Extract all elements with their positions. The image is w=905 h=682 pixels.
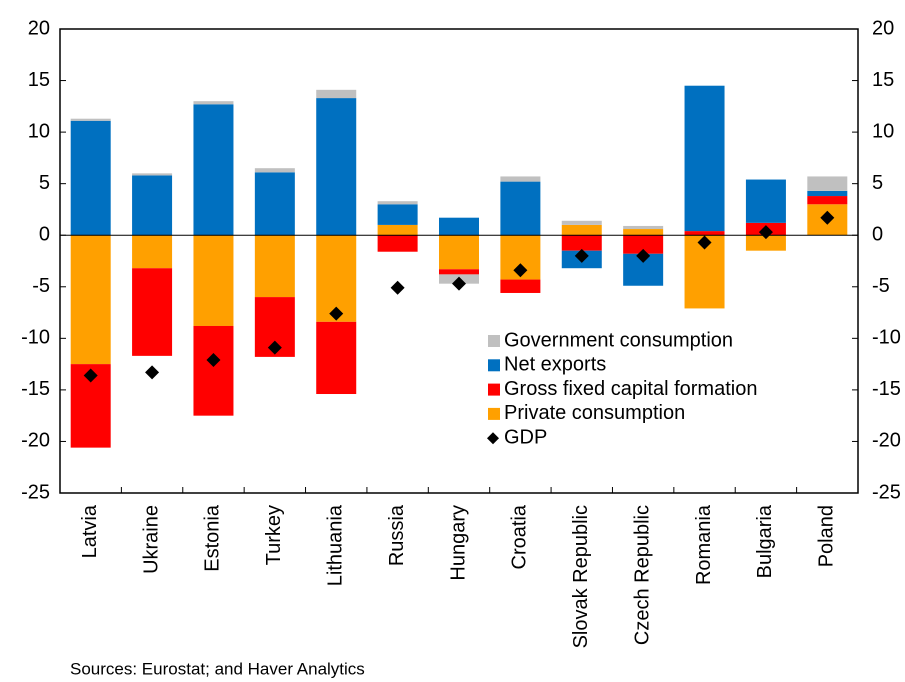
bar-segment (132, 268, 173, 356)
legend-label: Gross fixed capital formation (504, 378, 757, 400)
bar-segment (377, 204, 418, 225)
y2-tick-label: -25 (872, 481, 901, 503)
bar-segment (500, 181, 541, 236)
x-tick-label: Poland (816, 505, 838, 567)
bar-segment (132, 173, 173, 176)
bar-segment (377, 224, 418, 236)
bar-segment (316, 98, 357, 236)
x-tick-label: Estonia (202, 504, 224, 572)
bar-segment (377, 201, 418, 205)
bar-segment (745, 235, 786, 251)
x-tick-label: Bulgaria (754, 504, 776, 578)
y2-tick-label: -20 (872, 430, 901, 452)
gdp-marker (83, 368, 98, 383)
bar-segment (623, 235, 664, 254)
bar-segment (439, 235, 479, 270)
gdp-marker (697, 235, 712, 250)
bar-segment (684, 231, 725, 236)
y2-tick-label: 0 (872, 224, 883, 246)
x-tick-label: Turkey (263, 505, 285, 565)
y-tick-label: 0 (39, 224, 50, 246)
y-tick-label: -15 (21, 378, 50, 400)
legend-swatch (488, 407, 500, 420)
bar-segment (500, 279, 541, 293)
x-tick-label: Hungary (447, 505, 469, 581)
gdp-marker (329, 306, 344, 321)
bar-segment (254, 235, 295, 298)
y-tick-label: -20 (21, 430, 50, 452)
y-tick-label: 10 (28, 120, 50, 142)
legend-label: GDP (504, 426, 547, 448)
bar-segment (439, 217, 479, 236)
x-tick-label: Slovak Republic (570, 505, 592, 648)
bar-segment (561, 224, 602, 236)
legend-label: Net exports (504, 354, 606, 376)
y2-tick-label: -10 (872, 327, 901, 349)
y2-tick-label: -15 (872, 378, 901, 400)
bar-segment (193, 235, 234, 326)
bar-segment (193, 104, 234, 236)
gdp-marker (267, 340, 282, 355)
legend-swatch (488, 359, 500, 372)
bar-segment (623, 229, 664, 236)
legend-swatch (487, 432, 499, 445)
gdp-marker (820, 210, 835, 225)
x-tick-label: Lithuania (325, 504, 347, 586)
legend-label: Government consumption (504, 329, 733, 351)
y-tick-label: -5 (32, 275, 50, 297)
legend-label: Private consumption (504, 402, 685, 424)
bar-segment (377, 235, 418, 252)
y-tick-label: -25 (21, 481, 50, 503)
y-tick-label: 20 (28, 17, 50, 39)
x-tick-label: Latvia (79, 504, 101, 558)
legend-swatch (488, 335, 500, 347)
bar-segment (70, 120, 111, 236)
gdp-marker (452, 276, 466, 291)
bar-segment (132, 175, 173, 236)
x-tick-label: Romania (693, 504, 715, 585)
bar-segment (807, 196, 848, 205)
y-tick-label: -10 (21, 327, 50, 349)
bar-segment (193, 101, 234, 105)
gdp-marker (636, 248, 651, 263)
y2-tick-label: 15 (872, 69, 894, 91)
bar-segment (623, 225, 664, 230)
x-tick-label: Ukraine (140, 505, 162, 574)
gdp-marker (574, 248, 589, 263)
gdp-marker (206, 352, 221, 367)
gdp-marker (390, 280, 405, 295)
y-tick-label: 5 (39, 172, 50, 194)
bar-segment (807, 176, 848, 191)
bar-segment (439, 269, 479, 275)
bar-segment (561, 235, 602, 251)
bar-segment (807, 190, 848, 197)
bar-segment (70, 235, 111, 365)
bar-segment (561, 220, 602, 225)
y2-tick-label: 10 (872, 120, 894, 142)
bar-segment (193, 325, 234, 416)
x-tick-label: Russia (386, 504, 408, 566)
bar-segment (316, 321, 357, 395)
x-tick-label: Croatia (509, 504, 531, 569)
bar-segment (500, 176, 541, 182)
y2-tick-label: 5 (872, 172, 883, 194)
plot-frame (59, 28, 859, 494)
legend-swatch (488, 383, 500, 396)
bar-segment (132, 235, 173, 269)
bar-segment (254, 172, 295, 236)
y2-tick-label: 20 (872, 17, 894, 39)
gdp-marker (513, 263, 528, 278)
bar-segment (70, 118, 111, 121)
y-tick-label: 15 (28, 69, 50, 91)
y2-tick-label: -5 (872, 275, 890, 297)
gdp-marker (145, 365, 160, 380)
bar-segment (254, 168, 295, 173)
source-note: Sources: Eurostat; and Haver Analytics (70, 659, 365, 678)
bar-segment (684, 85, 725, 232)
x-tick-label: Czech Republic (631, 505, 653, 645)
bar-segment (316, 89, 357, 99)
bar-segment (745, 179, 786, 223)
